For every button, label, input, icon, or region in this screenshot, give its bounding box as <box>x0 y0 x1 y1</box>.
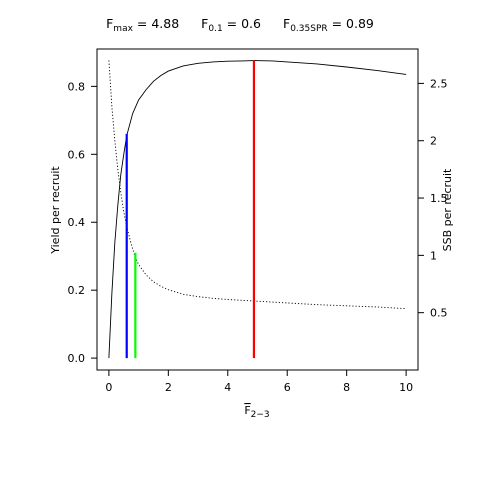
x-tick-label: 4 <box>224 381 231 394</box>
title-fmax-eq: = <box>133 16 151 31</box>
title-f035-sub: 0.35SPR <box>290 24 327 34</box>
y-left-tick-label: 0.2 <box>68 284 86 297</box>
x-tick-label: 10 <box>399 381 413 394</box>
title-f01-value: 0.6 <box>241 16 261 31</box>
title-f035-eq: = <box>328 16 346 31</box>
y-left-tick-label: 0.8 <box>68 80 86 93</box>
y-axis-right-title: SSB per recruit <box>441 168 454 251</box>
y-left-tick-label: 0.6 <box>68 148 86 161</box>
title-f035-value: 0.89 <box>346 16 374 31</box>
y-right-tick-label: 1.5 <box>430 192 448 205</box>
y-right-tick-label: 2.5 <box>430 77 448 90</box>
x-axis: 0 2 4 6 8 10 <box>105 369 413 394</box>
y-axis-left-title: Yield per recruit <box>49 166 62 255</box>
title-fmax-symbol: F <box>106 16 113 31</box>
y-right-tick-label: 1 <box>430 249 437 262</box>
y-right-tick-label: 0.5 <box>430 307 448 320</box>
x-axis-title-symbol: F <box>244 404 250 417</box>
title-f01-sub: 0.1 <box>208 24 222 34</box>
yield-per-recruit-line <box>108 60 407 359</box>
series-layer <box>108 60 407 359</box>
x-tick-label: 0 <box>105 381 112 394</box>
title-fmax-sub: max <box>113 24 133 34</box>
y-axis-right: 0.5 1 1.5 2 2.5 <box>417 77 448 320</box>
title-fmax-value: 4.88 <box>151 16 179 31</box>
plot-frame <box>96 48 419 371</box>
x-tick-label: 6 <box>284 381 291 394</box>
y-left-tick-label: 0.4 <box>68 216 86 229</box>
y-left-tick-label: 0.0 <box>68 352 86 365</box>
ssb-per-recruit-line <box>108 60 407 310</box>
x-tick-label: 2 <box>165 381 172 394</box>
title-f01-symbol: F <box>201 16 208 31</box>
x-tick-label: 8 <box>343 381 350 394</box>
x-axis-title-sub: 2−3 <box>251 410 270 420</box>
chart-title: Fmax = 4.88 F0.1 = 0.6 F0.35SPR = 0.89 <box>106 16 374 34</box>
title-f01-eq: = <box>223 16 241 31</box>
title-f035-symbol: F <box>283 16 290 31</box>
y-axis-left: 0.0 0.2 0.4 0.6 0.8 <box>68 80 98 365</box>
y-right-tick-label: 2 <box>430 135 437 148</box>
x-axis-title: F2−3 <box>244 404 269 420</box>
reference-lines <box>125 60 256 359</box>
